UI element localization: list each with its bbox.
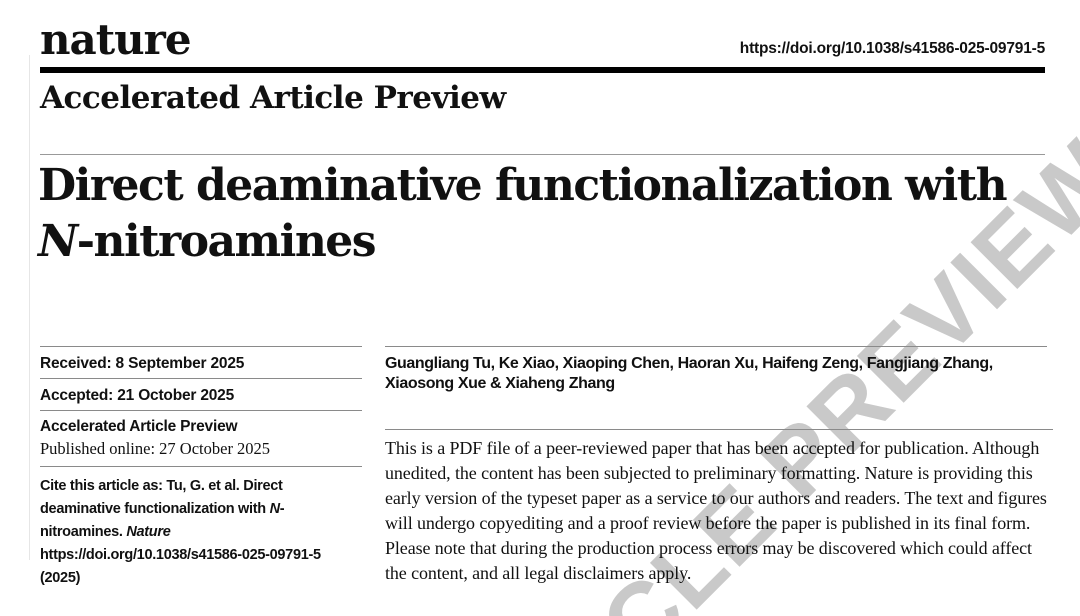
citation-doi-text: https://doi.org/10.1038/s41586-025-09791… bbox=[40, 547, 321, 586]
article-title-line-2: N-nitroamines bbox=[38, 214, 1006, 270]
authors-section: Guangliang Tu, Ke Xiao, Xiaoping Chen, H… bbox=[385, 346, 1047, 394]
article-title: Direct deaminative functionalization wit… bbox=[38, 158, 1008, 270]
published-online-date: Published online: 27 October 2025 bbox=[40, 439, 271, 458]
preview-notice-text: This is a PDF file of a peer-reviewed pa… bbox=[385, 438, 1047, 583]
nature-logo: nature bbox=[40, 15, 192, 64]
preview-publication-info: Accelerated Article Preview Published on… bbox=[40, 411, 362, 466]
doi-link[interactable]: https://doi.org/10.1038/s41586-025-09791… bbox=[739, 40, 1045, 57]
citation-text-2: -nitroamines. bbox=[40, 501, 285, 540]
article-title-line-1: Direct deaminative functionalization wit… bbox=[38, 160, 1008, 211]
citation-note: Cite this article as: Tu, G. et al. Dire… bbox=[40, 467, 358, 590]
authors-divider bbox=[385, 346, 1047, 347]
header-divider bbox=[40, 154, 1045, 155]
metadata-panel: Received: 8 September 2025 Accepted: 21 … bbox=[40, 346, 362, 590]
metadata-divider bbox=[40, 378, 362, 379]
metadata-divider bbox=[40, 346, 362, 347]
citation-journal-name: Nature bbox=[126, 524, 171, 540]
accepted-date: Accepted: 21 October 2025 bbox=[40, 387, 235, 404]
received-date: Received: 8 September 2025 bbox=[40, 355, 245, 372]
author-list: Guangliang Tu, Ke Xiao, Xiaoping Chen, H… bbox=[385, 355, 993, 392]
preview-type-label: Accelerated Article Preview bbox=[40, 418, 238, 435]
notice-section: This is a PDF file of a peer-reviewed pa… bbox=[385, 429, 1053, 586]
metadata-divider bbox=[40, 410, 362, 411]
masthead-rule bbox=[40, 67, 1045, 73]
citation-italic-n: N bbox=[269, 501, 280, 517]
title-line-2-rest: -nitroamines bbox=[76, 216, 377, 267]
metadata-divider bbox=[40, 466, 362, 467]
section-heading: Accelerated Article Preview bbox=[40, 80, 506, 116]
citation-text-1: Cite this article as: Tu, G. et al. Dire… bbox=[40, 478, 283, 517]
scanned-page-edge-line bbox=[29, 55, 30, 560]
title-italic-n: N bbox=[38, 216, 78, 267]
notice-divider bbox=[385, 429, 1053, 430]
